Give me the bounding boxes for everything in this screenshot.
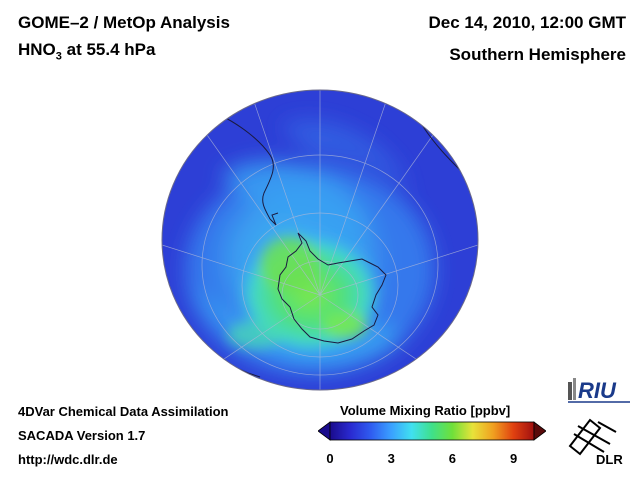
antarctica-coastline (277, 232, 387, 344)
colorbar (318, 421, 546, 441)
riu-logo-bar (568, 382, 572, 400)
africa-coastline (421, 124, 461, 171)
date-label: Dec 14, 2010, 12:00 GMT (428, 13, 626, 32)
dlr-logo-mark (568, 418, 617, 456)
pressure-level: at 55.4 hPa (61, 40, 156, 59)
species-subscript: 3 (55, 50, 62, 63)
colorbar-min-arrow (318, 421, 331, 441)
riu-logo-text: RIU (578, 378, 617, 403)
riu-logo: RIU (568, 378, 630, 403)
hemisphere-label: Southern Hemisphere (449, 45, 626, 64)
graticule (162, 90, 478, 390)
colorbar-max-arrow (533, 421, 546, 441)
colorbar-tick-label: 6 (448, 451, 457, 466)
high-concentration-core (227, 235, 382, 355)
south-america-coastline (219, 114, 274, 220)
analysis-title: GOME–2 / MetOp Analysis (18, 13, 230, 32)
dlr-logo: DLR (568, 418, 623, 466)
colorbar-title: Volume Mixing Ratio [ppbv] (340, 403, 511, 418)
colorbar-gradient (329, 421, 535, 441)
colorbar-tick-label: 3 (387, 451, 395, 466)
footer-version: SACADA Version 1.7 (18, 428, 146, 443)
dlr-logo-text: DLR (596, 452, 623, 466)
footer-method: 4DVar Chemical Data Assimilation (18, 404, 229, 419)
species-name: HNO (18, 40, 56, 59)
colorbar-tick-label: 0 (326, 451, 334, 466)
riu-logo-bar (573, 378, 576, 400)
colorbar-tick-label: 9 (509, 451, 518, 466)
hemisphere-map (161, 89, 479, 391)
footer-url: http://wdc.dlr.de (18, 452, 118, 467)
coastlines (219, 114, 461, 378)
globe-outline (161, 89, 479, 391)
species-level-label: HNO3 at 55.4 hPa (18, 40, 155, 62)
